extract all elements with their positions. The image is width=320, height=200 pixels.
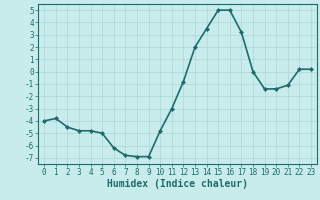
X-axis label: Humidex (Indice chaleur): Humidex (Indice chaleur) <box>107 179 248 189</box>
